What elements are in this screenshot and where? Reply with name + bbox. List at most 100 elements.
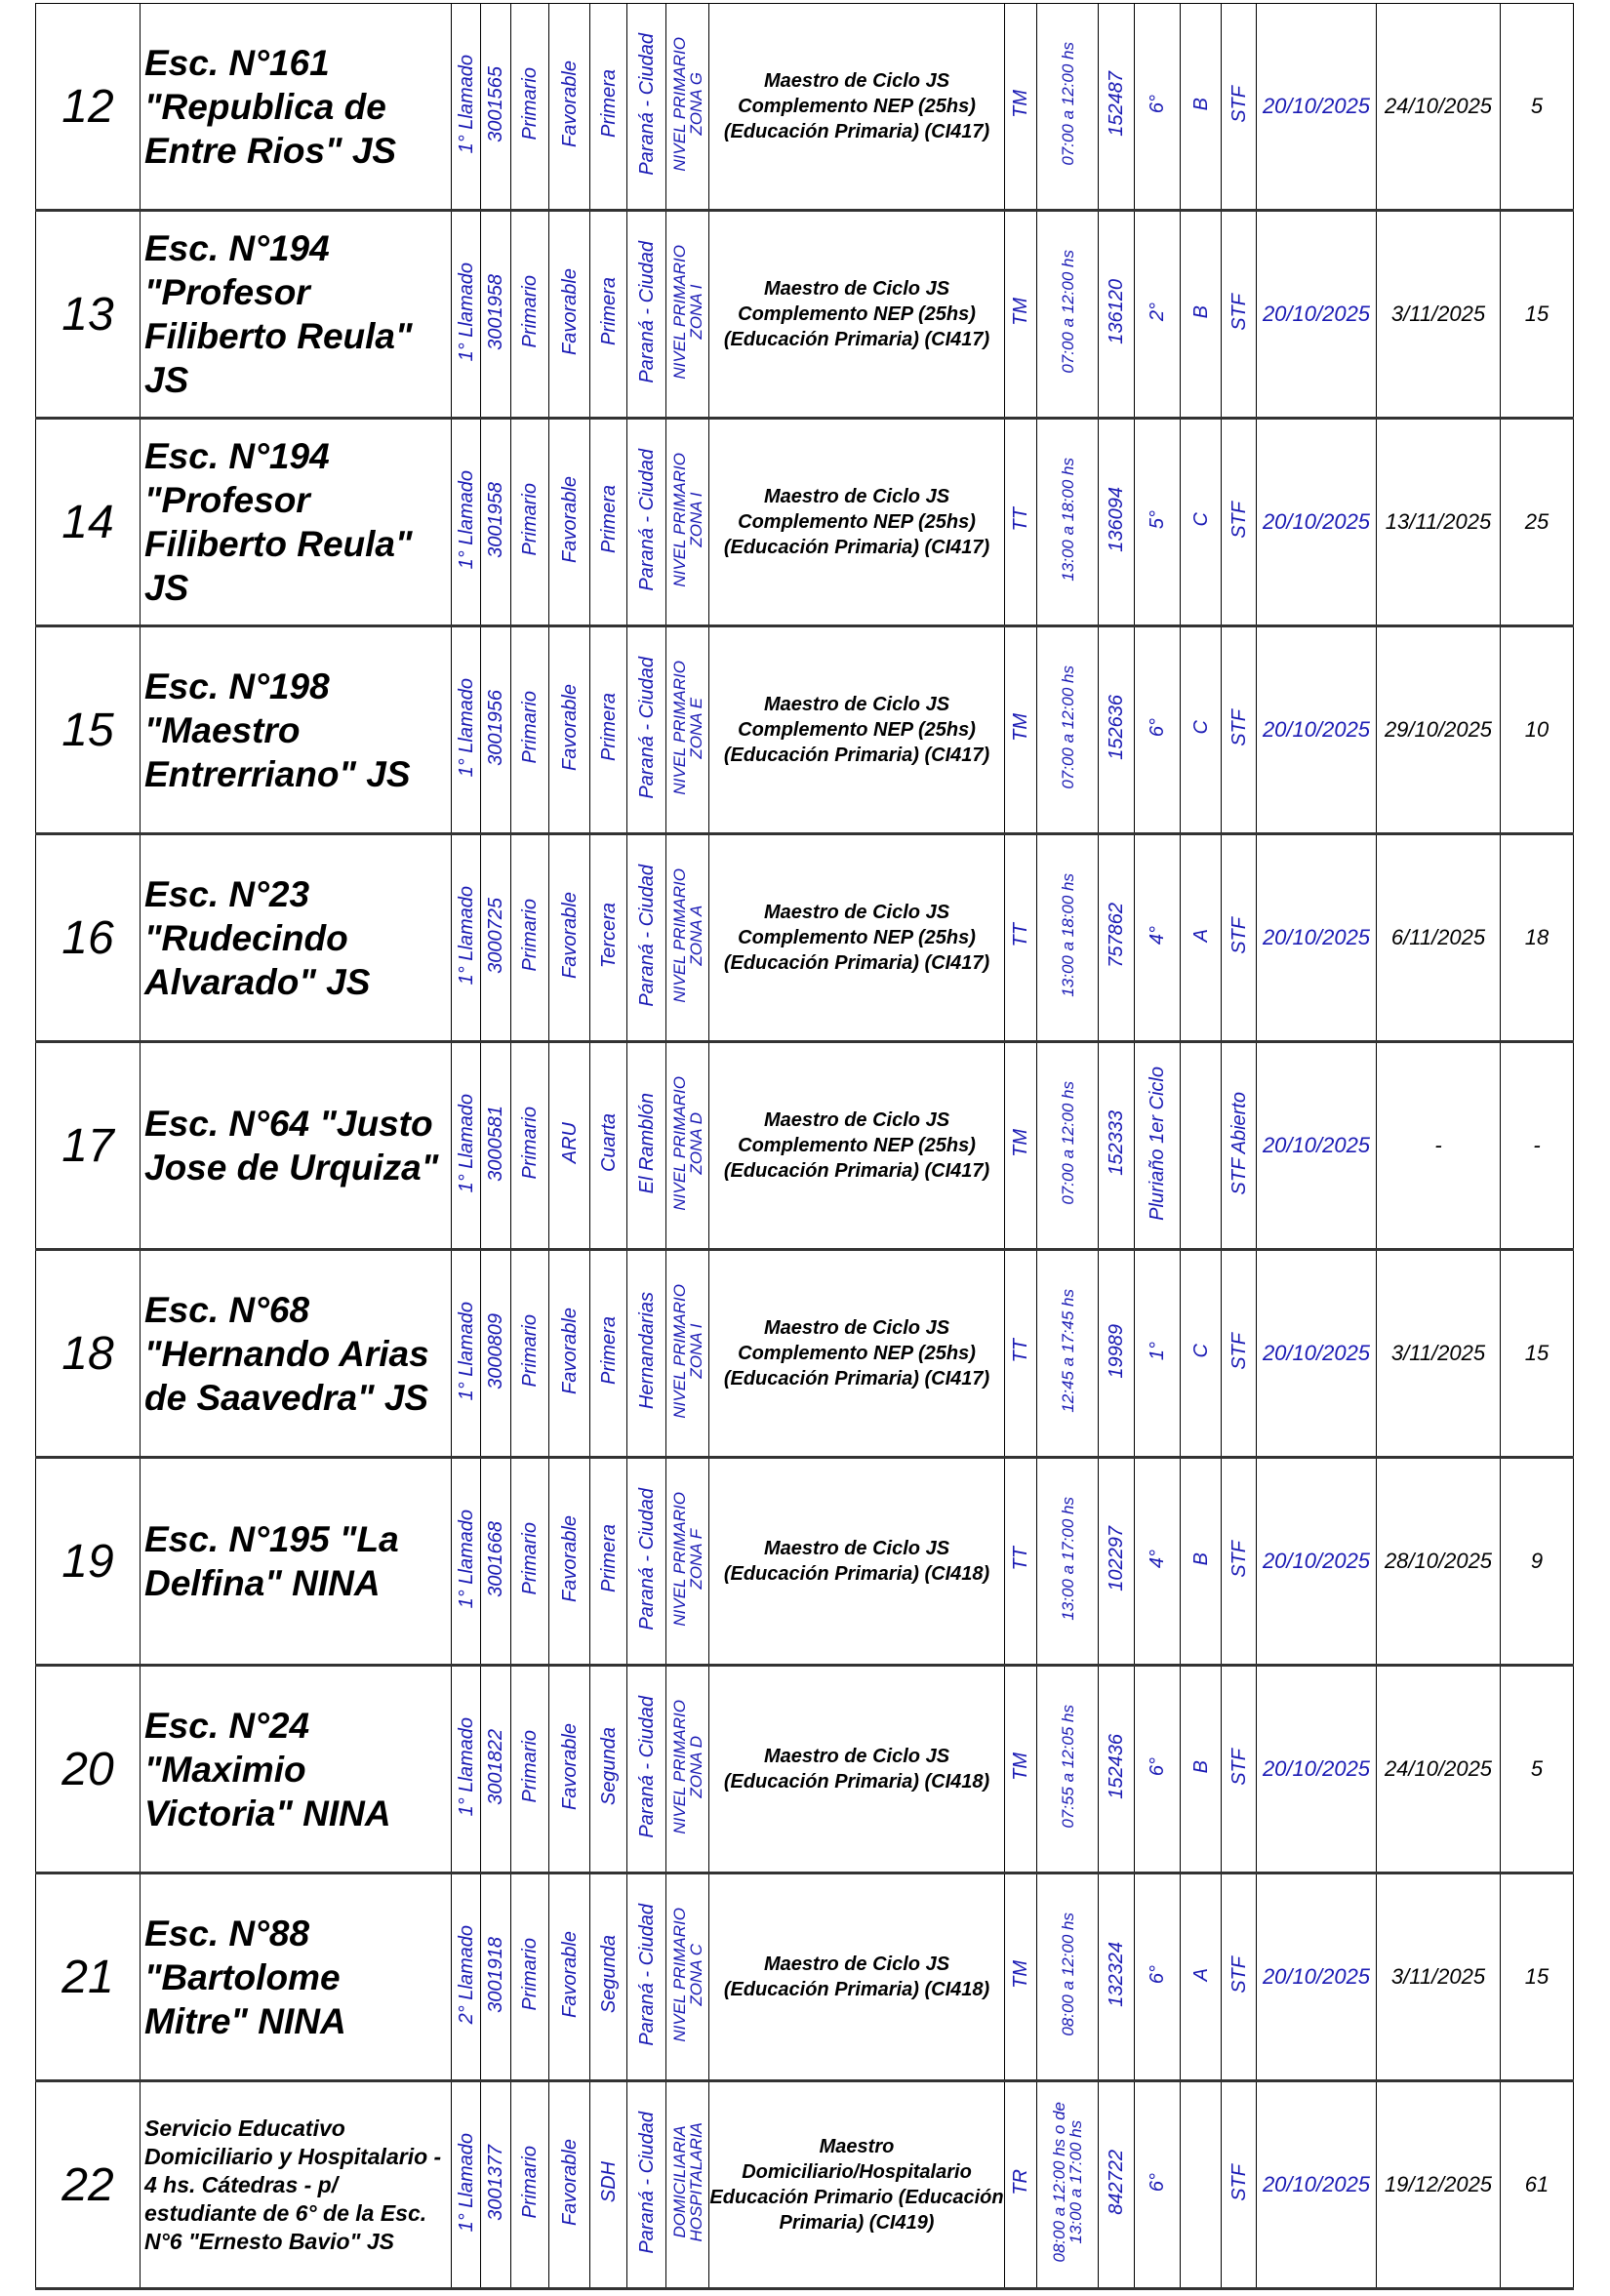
row-number: 22 — [35, 2080, 141, 2289]
zone-type-cell: Favorable — [548, 3, 590, 211]
section: B — [1189, 1551, 1212, 1566]
zone-type-cell: ARU — [548, 1041, 590, 1250]
city-cell: Paraná - Ciudad — [626, 833, 666, 1042]
vacancy-type-cell: STF — [1221, 833, 1257, 1042]
school-name: Esc. N°68 "Hernando Arias de Saavedra" J… — [140, 1249, 452, 1458]
level-zone-cell: NIVEL PRIMARIO ZONA D — [665, 1665, 709, 1873]
level-zone-cell: NIVEL PRIMARIO ZONA A — [665, 833, 709, 1042]
position-id: 152487 — [1106, 71, 1127, 137]
school-code-cell: 3001668 — [480, 1457, 511, 1666]
grade: 4° — [1147, 925, 1168, 946]
vacancy-type-cell: STF — [1221, 625, 1257, 834]
row-number: 13 — [35, 210, 141, 419]
end-date: 3/11/2025 — [1376, 210, 1501, 419]
education-level-cell: Primario — [510, 833, 549, 1042]
position-title: Maestro de Ciclo JS Complemento NEP (25h… — [708, 210, 1005, 419]
level-zone-cell: DOMICILIARIA HOSPITALARIA — [665, 2080, 709, 2289]
zone-type: Favorable — [558, 2139, 581, 2226]
schedule: 13:00 a 18:00 hs — [1058, 458, 1077, 582]
education-level: Primario — [519, 1107, 541, 1180]
education-level-cell: Primario — [510, 2080, 549, 2289]
city-cell: Paraná - Ciudad — [626, 210, 666, 419]
school-name: Esc. N°194 "Profesor Filiberto Reula" JS — [140, 418, 452, 626]
city-cell: Paraná - Ciudad — [626, 1457, 666, 1666]
vacancy-type-cell: STF — [1221, 1249, 1257, 1458]
vacancy-type: STF — [1228, 293, 1250, 331]
schedule-cell: 07:00 a 12:00 hs — [1036, 210, 1099, 419]
position-id-cell: 842722 — [1098, 2080, 1135, 2289]
city-cell: Paraná - Ciudad — [626, 2080, 666, 2289]
school-category: Primera — [597, 69, 620, 139]
level-zone: NIVEL PRIMARIO ZONA D — [669, 1699, 705, 1834]
grade-cell: 2° — [1134, 210, 1181, 419]
days-count: 5 — [1500, 1665, 1574, 1873]
vacancy-type: STF — [1228, 501, 1250, 539]
section: B — [1189, 1759, 1212, 1774]
position-title: Maestro de Ciclo JS Complemento NEP (25h… — [708, 625, 1005, 834]
city: Paraná - Ciudad — [635, 32, 658, 176]
table-row: 15 Esc. N°198 "Maestro Entrerriano" JS 1° … — [35, 625, 1574, 834]
schedule-cell: 08:00 a 12:00 hs — [1036, 1873, 1099, 2081]
school-name: Servicio Educativo Domiciliario y Hospit… — [140, 2080, 452, 2289]
schedule-cell: 07:00 a 12:00 hs — [1036, 3, 1099, 211]
call-number: 1° Llamado — [455, 677, 477, 778]
grade-cell: 4° — [1134, 833, 1181, 1042]
start-date: 20/10/2025 — [1256, 210, 1377, 419]
schedule-cell: 07:00 a 12:00 hs — [1036, 625, 1099, 834]
vacancy-type-cell: STF — [1221, 1457, 1257, 1666]
education-level-cell: Primario — [510, 625, 549, 834]
grade-cell: 6° — [1134, 3, 1181, 211]
position-id: 132324 — [1106, 1942, 1127, 2007]
schedule: 07:55 a 12:05 hs — [1058, 1705, 1077, 1829]
vacancy-type-cell: STF — [1221, 1665, 1257, 1873]
school-category-cell: SDH — [589, 2080, 627, 2289]
grade-cell: 4° — [1134, 1457, 1181, 1666]
days-count: 5 — [1500, 3, 1574, 211]
position-id: 757862 — [1106, 903, 1127, 968]
school-name: Esc. N°23 "Rudecindo Alvarado" JS — [140, 833, 452, 1042]
shift-cell: TM — [1004, 1041, 1037, 1250]
city-cell: Paraná - Ciudad — [626, 418, 666, 626]
position-title: Maestro de Ciclo JS Complemento NEP (25h… — [708, 1041, 1005, 1250]
call-number: 1° Llamado — [455, 1509, 477, 1609]
row-number: 21 — [35, 1873, 141, 2081]
position-id: 136120 — [1106, 279, 1127, 344]
end-date: 6/11/2025 — [1376, 833, 1501, 1042]
start-date: 20/10/2025 — [1256, 833, 1377, 1042]
call-number: 2° Llamado — [455, 1924, 477, 2025]
end-date: 28/10/2025 — [1376, 1457, 1501, 1666]
school-category: Primera — [597, 1316, 620, 1386]
zone-type-cell: Favorable — [548, 1249, 590, 1458]
grade-cell: 5° — [1134, 418, 1181, 626]
section-cell: B — [1180, 1665, 1222, 1873]
days-count: 15 — [1500, 1249, 1574, 1458]
grade-cell: 6° — [1134, 625, 1181, 834]
zone-type: Favorable — [558, 476, 581, 563]
school-category: Tercera — [597, 902, 620, 969]
education-level: Primario — [519, 1522, 541, 1595]
vacancy-type-cell: STF — [1221, 418, 1257, 626]
call-number: 1° Llamado — [455, 469, 477, 570]
table-row: 13 Esc. N°194 "Profesor Filiberto Reula" … — [35, 210, 1574, 419]
end-date: 19/12/2025 — [1376, 2080, 1501, 2289]
row-number: 20 — [35, 1665, 141, 1873]
position-title: Maestro de Ciclo JS (Educación Primaria)… — [708, 1873, 1005, 2081]
school-category-cell: Primera — [589, 625, 627, 834]
grade-cell: 6° — [1134, 2080, 1181, 2289]
school-code: 3000809 — [485, 1312, 506, 1390]
level-zone-cell: NIVEL PRIMARIO ZONA I — [665, 1249, 709, 1458]
city: Paraná - Ciudad — [635, 2111, 658, 2254]
shift: TM — [1010, 1752, 1031, 1781]
start-date: 20/10/2025 — [1256, 1041, 1377, 1250]
level-zone: NIVEL PRIMARIO ZONA D — [669, 1075, 705, 1211]
vacancy-type: STF — [1228, 1332, 1250, 1370]
shift-cell: TT — [1004, 833, 1037, 1042]
school-code-cell: 3001377 — [480, 2080, 511, 2289]
vacancy-type: STF — [1228, 1955, 1250, 1994]
city: Paraná - Ciudad — [635, 1903, 658, 2046]
school-code-cell: 3001918 — [480, 1873, 511, 2081]
city: Paraná - Ciudad — [635, 656, 658, 799]
shift-cell: TM — [1004, 625, 1037, 834]
zone-type: Favorable — [558, 1723, 581, 1810]
level-zone: NIVEL PRIMARIO ZONA F — [669, 1491, 705, 1627]
